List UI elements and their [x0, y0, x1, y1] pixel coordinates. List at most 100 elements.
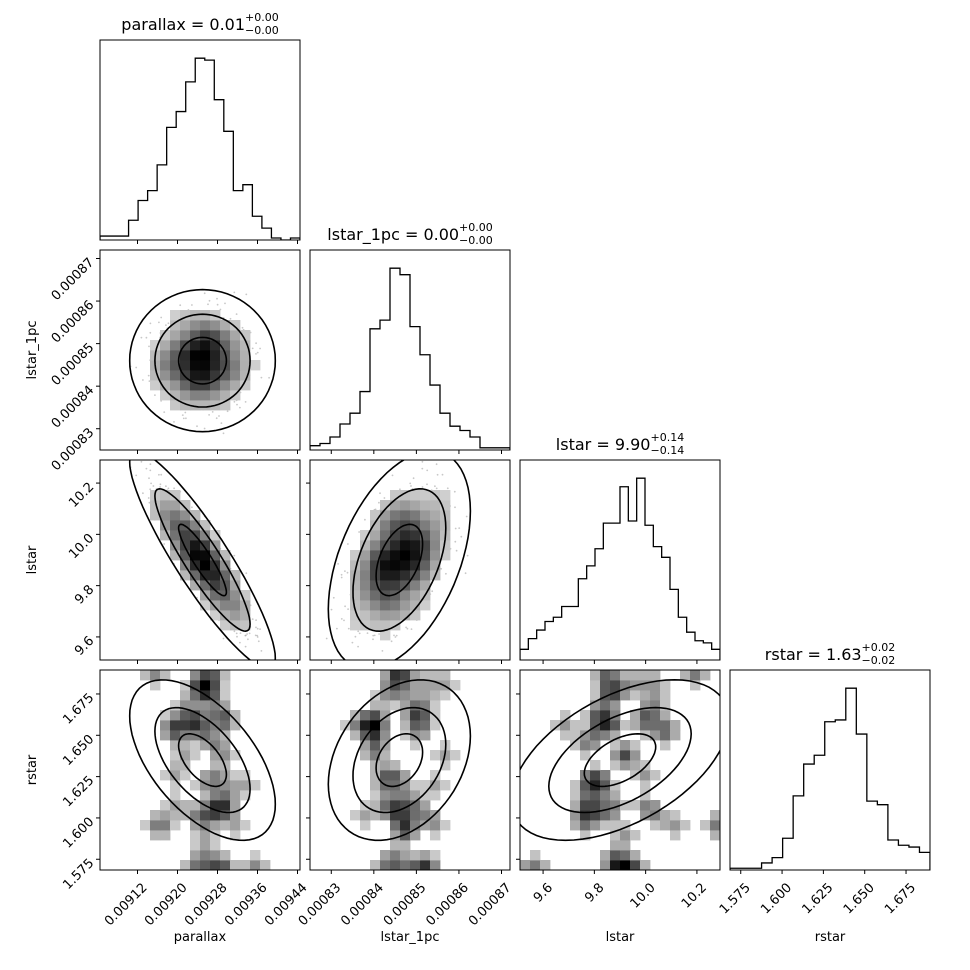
sample-point [219, 308, 222, 311]
density-cell [660, 820, 671, 831]
density-cell [710, 810, 720, 821]
density-cell [220, 670, 231, 681]
density-cell [180, 720, 191, 731]
density-cell [200, 720, 211, 731]
density-cell [620, 850, 631, 861]
sample-point [259, 628, 261, 630]
sample-point [251, 347, 254, 350]
density-cell [420, 680, 431, 691]
density-cell [610, 760, 621, 771]
density-cell [640, 720, 651, 731]
x-tick-label: 1.675 [882, 880, 919, 917]
density-cell [620, 690, 631, 701]
density-cell [630, 720, 641, 731]
density-cell [600, 710, 611, 721]
density-cell [410, 610, 421, 621]
density-cell [600, 690, 611, 701]
density-cell [200, 830, 211, 841]
density-cell [390, 830, 401, 841]
density-cell [200, 340, 211, 351]
density-cell [590, 790, 601, 801]
density-cell [180, 320, 191, 331]
sample-point [203, 427, 206, 430]
sample-point [344, 570, 346, 572]
sample-point [454, 506, 456, 509]
density-cell [600, 860, 611, 870]
density-cell [200, 790, 211, 801]
density-cell [380, 810, 391, 821]
density-cell [530, 860, 541, 870]
density-cell [430, 540, 441, 551]
density-cell [630, 690, 641, 701]
density-cell [150, 830, 161, 841]
density-cell [200, 730, 211, 741]
title-lower-error: −0.14 [651, 444, 685, 457]
density-cell [240, 780, 251, 791]
density-cell [360, 550, 371, 561]
title-upper-error: +0.14 [651, 431, 685, 444]
density-cell [220, 400, 231, 411]
density-cell [230, 620, 241, 631]
density-cell [650, 730, 661, 741]
density-cell [580, 750, 591, 761]
density-cell [370, 740, 381, 751]
density-cell [420, 720, 431, 731]
sample-point [222, 637, 225, 640]
density-cell [430, 860, 441, 870]
sample-point [149, 331, 152, 334]
sample-point [147, 497, 150, 499]
density-cell [700, 670, 711, 681]
sample-point [426, 469, 429, 472]
sample-point [235, 313, 238, 315]
density-cell [220, 770, 231, 781]
density-cell [190, 510, 201, 521]
density-cell [180, 510, 191, 521]
density-cell [170, 550, 181, 561]
density-cell [430, 680, 441, 691]
sample-point [434, 485, 436, 488]
density-cell [400, 790, 411, 801]
density-cell [430, 720, 441, 731]
sample-point [255, 626, 257, 629]
density-cell [360, 590, 371, 601]
density-cell [200, 540, 211, 551]
sample-point [203, 292, 206, 295]
x-axis-label: lstar [606, 930, 635, 945]
density-cell [580, 830, 591, 841]
panel-title-parallax: parallax = 0.01 +0.00−0.00 [121, 11, 278, 37]
density-cell [520, 860, 531, 870]
density-cell [360, 530, 371, 541]
density-cell [360, 600, 371, 611]
density-cell [160, 350, 171, 361]
density-cell [380, 680, 391, 691]
density-cell [440, 670, 451, 681]
density-cell [230, 380, 241, 391]
density-cell [350, 580, 361, 591]
density-cell [170, 520, 181, 531]
sample-point [149, 488, 152, 491]
density-cell [380, 750, 391, 761]
density-cell [240, 820, 251, 831]
density-cell [160, 530, 171, 541]
density-cell [220, 720, 231, 731]
density-cell [400, 560, 411, 571]
y-tick-label: 9.8 [72, 582, 97, 607]
density-cell [370, 860, 381, 870]
density-cell [350, 550, 361, 561]
contour-level-1 [375, 523, 424, 597]
density-cell [220, 700, 231, 711]
density-cell [670, 720, 681, 731]
density-cell [390, 850, 401, 861]
density-cell [170, 330, 181, 341]
density-cell [370, 590, 381, 601]
sample-point [211, 411, 214, 413]
density-cell [150, 510, 161, 521]
density-cell [380, 850, 391, 861]
density-cell [220, 550, 231, 561]
sample-point [248, 632, 251, 635]
density-cell [210, 750, 221, 761]
sample-point [421, 460, 424, 463]
density-cell [650, 700, 661, 711]
density-cell [560, 710, 571, 721]
density-cell [190, 360, 201, 371]
